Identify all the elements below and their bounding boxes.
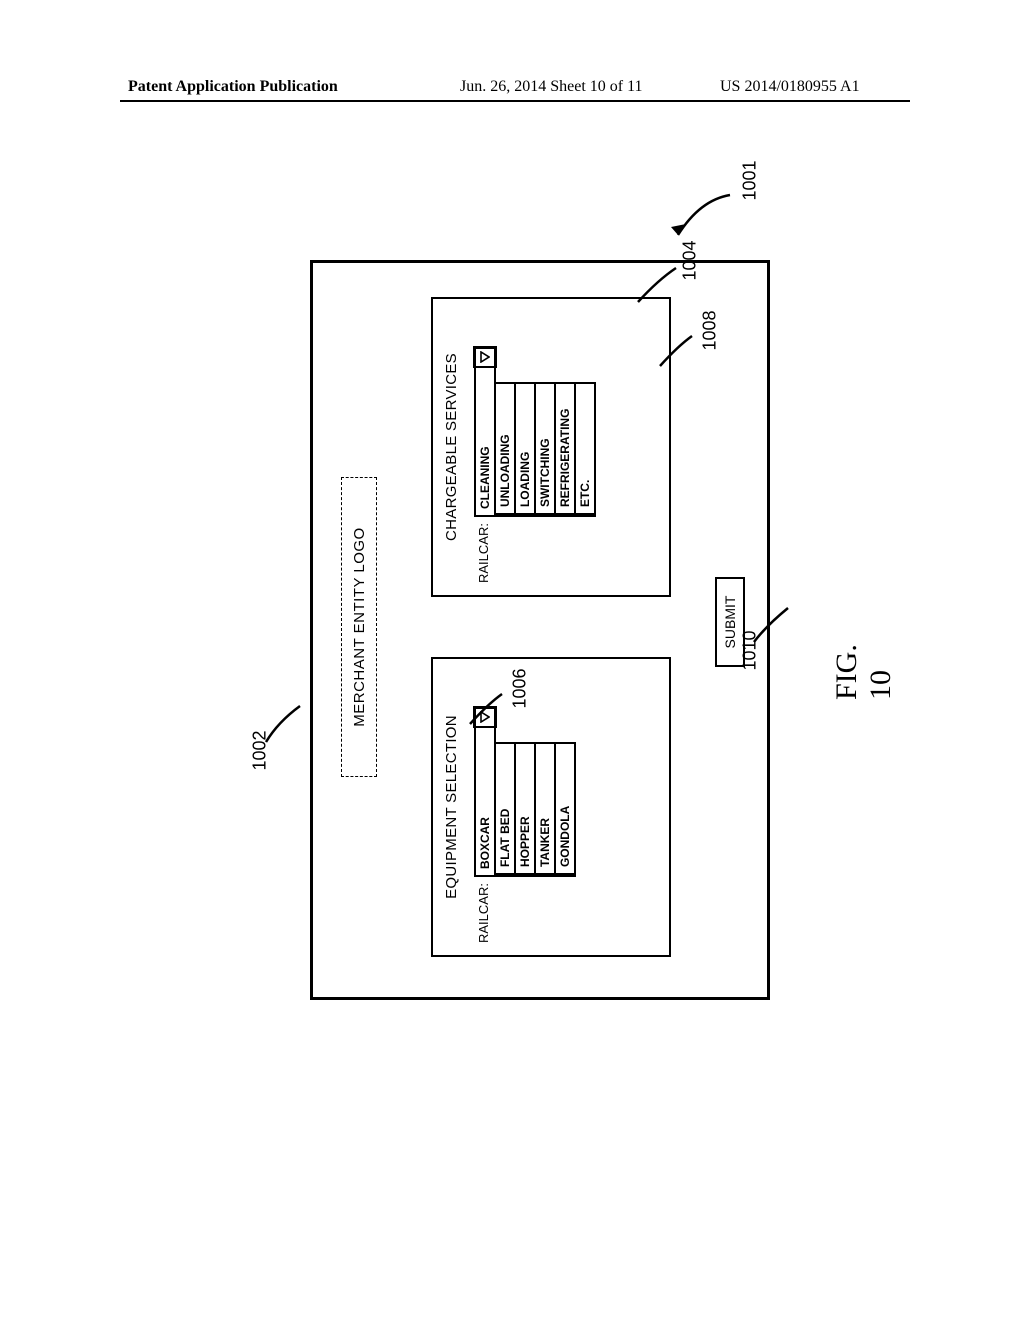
services-field-label: RAILCAR:: [474, 523, 491, 583]
railcar-service-dropdown[interactable]: CLEANING UNLOADING LOADING SWITCHING REF…: [474, 347, 596, 517]
list-item[interactable]: SWITCHING: [536, 382, 556, 515]
header-rule: [120, 100, 910, 102]
merchant-logo-box: MERCHANT ENTITY LOGO: [341, 477, 377, 777]
figure-stage: MERCHANT ENTITY LOGO EQUIPMENT SELECTION…: [190, 180, 830, 1120]
list-item[interactable]: REFRIGERATING: [556, 382, 576, 515]
figure-caption: FIG. 10: [830, 644, 898, 700]
railcar-type-options: FLAT BED HOPPER TANKER GONDOLA: [496, 742, 576, 877]
equipment-field-label: RAILCAR:: [474, 883, 491, 943]
list-item[interactable]: LOADING: [516, 382, 536, 515]
header-doc-number: US 2014/0180955 A1: [720, 78, 860, 96]
header-publication: Patent Application Publication: [128, 78, 338, 96]
equipment-panel-title: EQUIPMENT SELECTION: [443, 671, 460, 943]
ref-1001: 1001: [730, 170, 770, 191]
ref-1006: 1006: [500, 678, 540, 699]
ref-1004: 1004: [670, 250, 710, 271]
chargeable-services-panel: CHARGEABLE SERVICES RAILCAR: CLEANING UN…: [431, 297, 671, 597]
services-field-row: RAILCAR: CLEANING UNLOADING LOADING SWIT…: [474, 311, 596, 583]
header-date-sheet: Jun. 26, 2014 Sheet 10 of 11: [460, 78, 643, 96]
list-item[interactable]: FLAT BED: [496, 742, 516, 875]
chevron-down-icon[interactable]: [473, 346, 497, 368]
list-item[interactable]: TANKER: [536, 742, 556, 875]
list-item[interactable]: UNLOADING: [496, 382, 516, 515]
ref-1008: 1008: [690, 320, 730, 341]
railcar-service-selected[interactable]: CLEANING: [474, 347, 496, 517]
services-panel-title: CHARGEABLE SERVICES: [443, 311, 460, 583]
list-item[interactable]: GONDOLA: [556, 742, 576, 875]
list-item[interactable]: HOPPER: [516, 742, 536, 875]
railcar-service-options: UNLOADING LOADING SWITCHING REFRIGERATIN…: [496, 382, 596, 517]
ref-1010: 1010: [730, 640, 770, 661]
ref-1002: 1002: [240, 740, 280, 761]
list-item[interactable]: ETC.: [576, 382, 596, 515]
